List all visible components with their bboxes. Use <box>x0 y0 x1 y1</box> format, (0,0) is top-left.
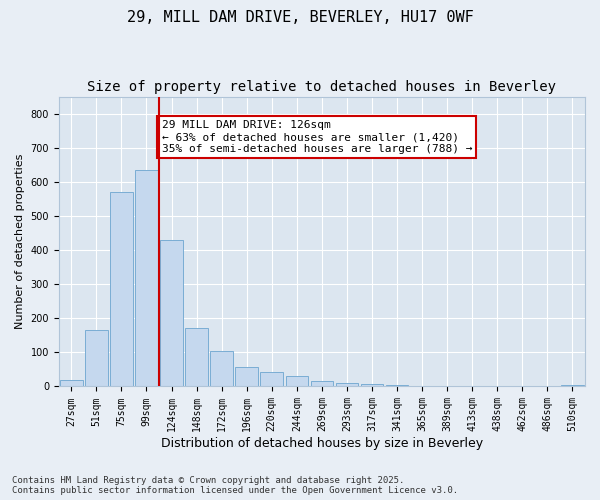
X-axis label: Distribution of detached houses by size in Beverley: Distribution of detached houses by size … <box>161 437 483 450</box>
Title: Size of property relative to detached houses in Beverley: Size of property relative to detached ho… <box>88 80 556 94</box>
Bar <box>135 170 158 386</box>
Bar <box>311 382 333 386</box>
Bar <box>286 376 308 386</box>
Y-axis label: Number of detached properties: Number of detached properties <box>15 154 25 329</box>
Text: 29, MILL DAM DRIVE, BEVERLEY, HU17 0WF: 29, MILL DAM DRIVE, BEVERLEY, HU17 0WF <box>127 10 473 25</box>
Bar <box>211 350 233 386</box>
Bar <box>335 383 358 386</box>
Bar <box>185 328 208 386</box>
Bar <box>361 384 383 386</box>
Bar <box>85 330 107 386</box>
Bar <box>561 385 584 386</box>
Bar <box>260 372 283 386</box>
Bar <box>386 385 409 386</box>
Bar <box>60 380 83 386</box>
Bar <box>235 366 258 386</box>
Bar <box>160 240 183 386</box>
Text: Contains HM Land Registry data © Crown copyright and database right 2025.
Contai: Contains HM Land Registry data © Crown c… <box>12 476 458 495</box>
Text: 29 MILL DAM DRIVE: 126sqm
← 63% of detached houses are smaller (1,420)
35% of se: 29 MILL DAM DRIVE: 126sqm ← 63% of detac… <box>161 120 472 154</box>
Bar <box>110 192 133 386</box>
